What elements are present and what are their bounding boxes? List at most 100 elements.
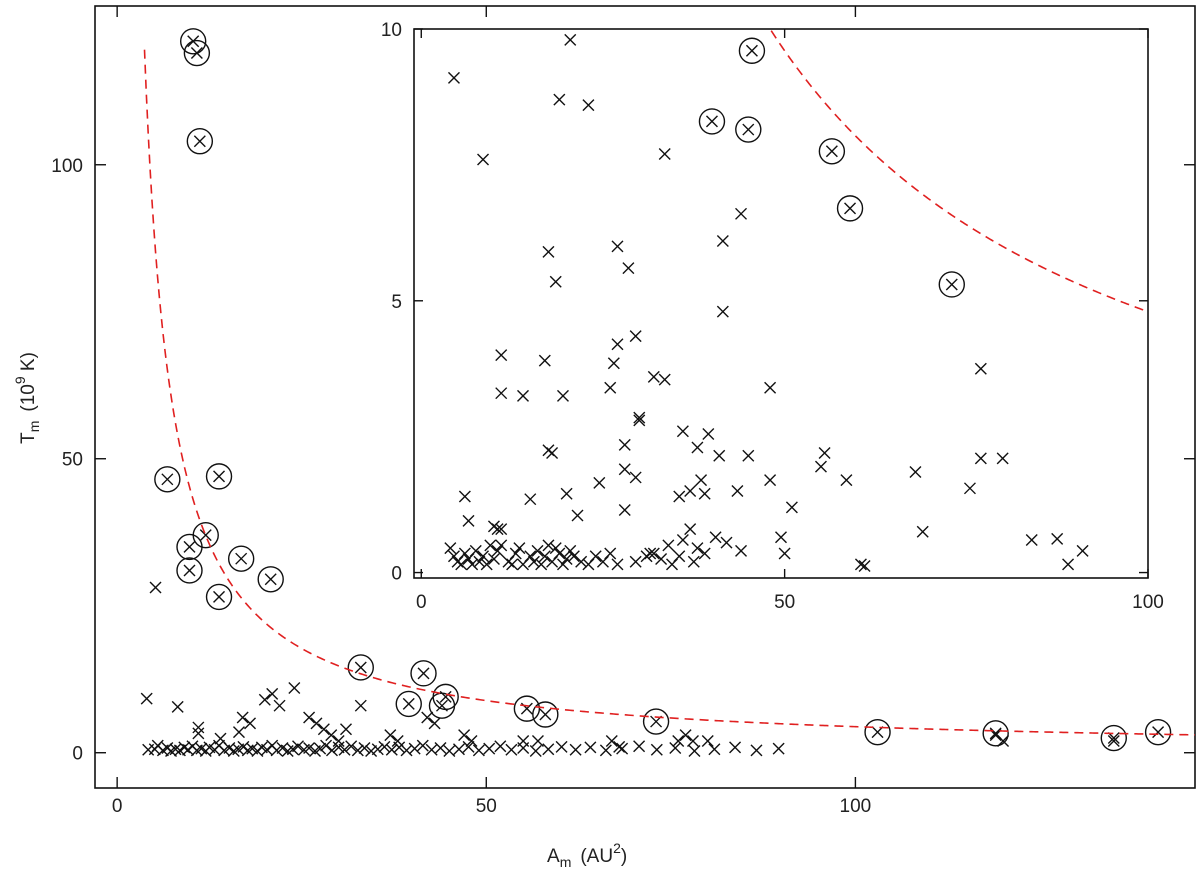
inset-cross-stroke-b (687, 555, 700, 568)
main-ring (428, 692, 456, 719)
main-cross-stroke-b (165, 744, 178, 757)
main-cross-point (517, 742, 530, 755)
inset-cross-stroke-b (745, 44, 758, 57)
main-cross-stroke-b (264, 573, 277, 586)
inset-cross-stroke-b (695, 474, 708, 487)
main-ring (205, 583, 233, 611)
x-axis-subscript: m (560, 854, 572, 870)
inset-cross-point (491, 523, 504, 536)
inset-cross-point (538, 354, 551, 367)
main-cross-point (140, 692, 153, 705)
inset-fit-curve (770, 30, 1149, 313)
inset-cross-point (542, 245, 555, 258)
inset-cross-stroke-b (698, 547, 711, 560)
main-circled-point (192, 521, 219, 549)
inset-cross-point (447, 71, 460, 84)
main-cross-point (171, 700, 184, 713)
inset-cross-stroke-b (684, 523, 697, 536)
x-axis-unit-open: (AU (580, 846, 613, 867)
main-circled-point (347, 654, 374, 681)
main-cross-stroke-b (391, 734, 404, 747)
main-cross-stroke-b (616, 742, 629, 755)
main-cross-stroke-b (266, 687, 279, 700)
main-y-tick-label: 50 (62, 450, 83, 471)
inset-cross-stroke-b (531, 544, 544, 557)
main-cross-stroke-b (303, 711, 316, 724)
inset-cross-stroke-b (556, 389, 569, 402)
main-ring (1100, 724, 1127, 752)
inset-cross-stroke-b (644, 547, 657, 560)
main-cross-point (232, 726, 245, 739)
main-cross-markers (140, 581, 1120, 757)
main-cross-stroke-b (169, 743, 182, 756)
inset-cross-point (458, 490, 471, 503)
main-cross-point (462, 740, 475, 753)
main-circled-point (864, 718, 891, 746)
inset-cross-stroke-b (495, 539, 508, 552)
main-cross-point (192, 721, 205, 734)
inset-cross-stroke-b (647, 547, 660, 560)
inset-cross-stroke-b (564, 544, 577, 557)
inset-cross-stroke-b (720, 536, 733, 549)
inset-cross-point (517, 389, 530, 402)
main-cross-stroke-b (569, 743, 582, 756)
inset-circled-markers (698, 37, 965, 298)
inset-cross-stroke-b (527, 555, 540, 568)
inset-ring (738, 37, 766, 64)
inset-cross-point (673, 550, 686, 563)
inset-cross-stroke-b (854, 558, 867, 571)
inset-cross-stroke-b (458, 547, 471, 560)
main-cross-point (452, 743, 465, 756)
main-x-tick-labels: 0 50 100 (112, 796, 871, 817)
main-cross-stroke-b (310, 717, 323, 730)
inset-cross-point (531, 544, 544, 557)
main-cross-point (708, 743, 721, 756)
inset-cross-stroke-b (604, 547, 617, 560)
main-circled-point (1100, 724, 1127, 752)
inset-cross-point (506, 558, 519, 571)
inset-cross-point (909, 466, 922, 478)
main-cross-point (701, 734, 714, 747)
inset-cross-stroke-b (818, 446, 831, 459)
main-circled-point (395, 690, 422, 718)
main-circled-point (227, 545, 255, 572)
main-cross-stroke-b (555, 740, 568, 753)
inset-y-tick-label: 5 (391, 292, 402, 313)
main-cross-stroke-b (351, 744, 364, 757)
inset-cross-point (546, 446, 559, 459)
inset-cross-point (567, 550, 580, 563)
inset-cross-point (564, 544, 577, 557)
main-cross-stroke-b (183, 540, 196, 553)
inset-cross-stroke-b (622, 262, 635, 275)
inset-cross-stroke-b (484, 539, 497, 552)
main-cross-stroke-b (213, 590, 226, 603)
main-cross-stroke-b (605, 734, 618, 747)
main-circled-point (183, 39, 211, 67)
inset-cross-point (735, 207, 748, 220)
main-cross-stroke-b (539, 708, 552, 721)
main-cross-point (236, 711, 249, 724)
main-cross-stroke-b (542, 743, 555, 756)
main-cross-point (555, 740, 568, 753)
main-cross-point (465, 734, 478, 747)
inset-cross-stroke-b (509, 547, 522, 560)
inset-cross-stroke-b (618, 504, 631, 517)
inset-cross-point (629, 471, 642, 484)
main-ring (532, 701, 559, 728)
inset-cross-stroke-b (698, 487, 711, 500)
main-cross-stroke-b (452, 743, 465, 756)
y-axis-unit-close: K) (18, 352, 39, 376)
inset-ring (938, 271, 965, 298)
inset-cross-stroke-b (589, 550, 602, 563)
inset-cross-point (858, 560, 871, 573)
main-circled-point (257, 566, 284, 593)
main-ring (176, 557, 203, 584)
inset-cross-point (538, 550, 551, 563)
inset-cross-stroke-b (560, 552, 573, 565)
main-cross-stroke-b (750, 744, 763, 757)
main-cross-stroke-b (227, 744, 240, 757)
main-cross-point (354, 699, 367, 712)
main-cross-stroke-b (443, 744, 456, 757)
inset-cross-stroke-b (764, 474, 777, 487)
main-cross-stroke-b (161, 473, 174, 486)
